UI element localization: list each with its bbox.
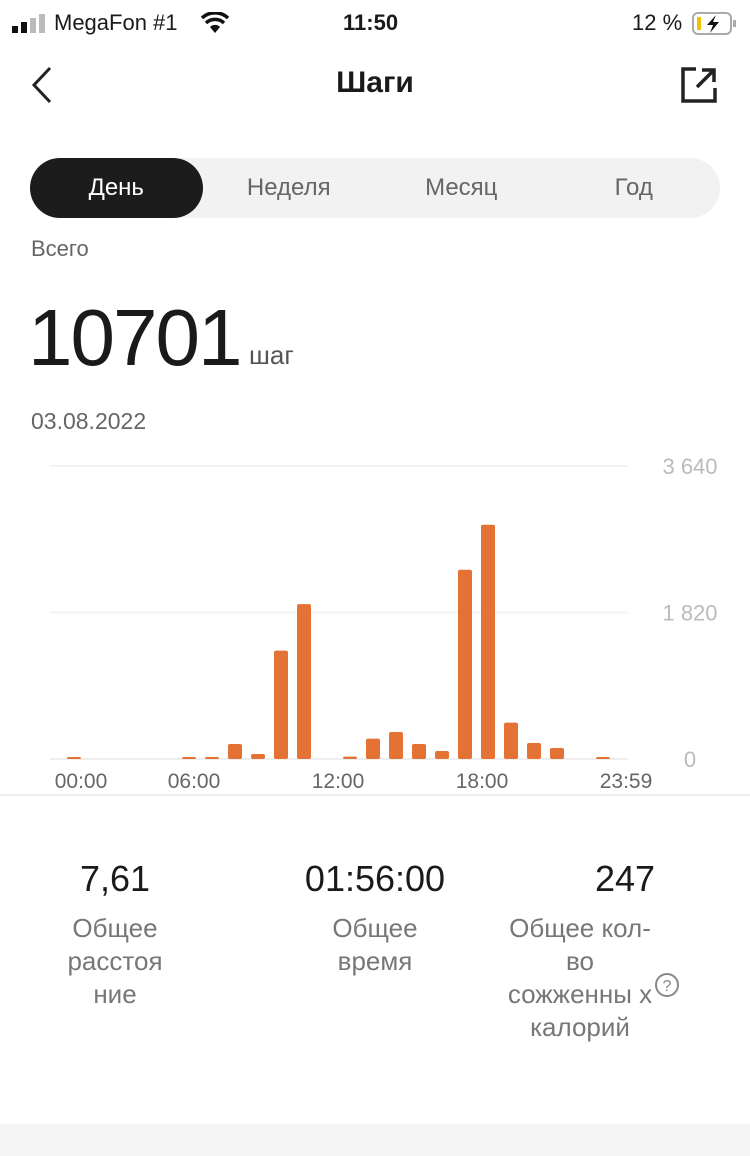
date-label: 03.08.2022 xyxy=(31,408,147,434)
x-tick-label: 12:00 xyxy=(312,770,365,793)
bar-hour-21 xyxy=(550,747,564,759)
bar-hour-5 xyxy=(182,757,196,759)
bar-hour-0 xyxy=(67,757,81,759)
bar-hour-6 xyxy=(205,757,219,759)
bar-hour-20 xyxy=(527,742,541,759)
divider xyxy=(0,794,750,796)
steps-unit: шаг xyxy=(249,340,294,370)
tab-day[interactable]: День xyxy=(30,158,203,218)
bar-hour-8 xyxy=(251,754,265,759)
bar-hour-23 xyxy=(596,757,610,759)
bar-hour-15 xyxy=(412,743,426,759)
steps-chart: 3 640 1 820 0 00:00 06:00 12:00 18:00 23:59 xyxy=(50,454,718,793)
battery-percent: 12 % xyxy=(632,10,683,35)
bar-hour-16 xyxy=(435,750,449,759)
tab-week[interactable]: Неделя xyxy=(246,174,331,201)
bar-hour-18 xyxy=(481,524,495,759)
bar-hour-17 xyxy=(458,569,472,759)
stat-calories: 247 Общее кол-во сожженны х калорий xyxy=(505,858,745,1044)
share-button[interactable] xyxy=(680,66,718,104)
tab-month[interactable]: Месяц xyxy=(425,174,498,201)
battery-charging-icon xyxy=(692,12,736,35)
x-tick-label: 23:59 xyxy=(600,770,653,793)
clock: 11:50 xyxy=(343,10,399,35)
time-value: 01:56:00 xyxy=(304,858,446,899)
bar-hour-10 xyxy=(297,604,311,759)
stat-distance: 7,61 Общее расстоя ние xyxy=(0,858,235,1011)
svg-text:?: ? xyxy=(663,978,672,995)
distance-value: 7,61 xyxy=(79,858,151,899)
calories-value: 247 xyxy=(594,858,656,899)
page-title: Шаги xyxy=(336,66,414,99)
period-tabs: День Неделя Месяц Год xyxy=(30,158,720,218)
bar-hour-12 xyxy=(343,756,357,759)
back-button[interactable] xyxy=(30,66,54,104)
total-steps: 10701 xyxy=(28,293,242,382)
y-tick-label: 3 640 xyxy=(662,454,717,479)
y-tick-label: 0 xyxy=(684,747,696,772)
signal-icon xyxy=(12,14,45,33)
bar-hour-9 xyxy=(274,650,288,759)
bar-hour-13 xyxy=(366,738,380,759)
x-tick-label: 18:00 xyxy=(456,770,509,793)
x-tick-label: 06:00 xyxy=(168,770,221,793)
bar-hour-14 xyxy=(389,731,403,759)
y-tick-label: 1 820 xyxy=(662,601,717,626)
wifi-icon xyxy=(200,12,230,33)
bottom-section xyxy=(0,1124,750,1156)
bar-hour-19 xyxy=(504,722,518,759)
distance-label: Общее расстоя ние xyxy=(67,913,163,1009)
bar-hour-7 xyxy=(228,743,242,759)
time-label: Общее время xyxy=(332,913,418,976)
status-bar: MegaFon #1 11:50 12 % xyxy=(0,6,750,40)
total-label: Всего xyxy=(31,236,89,261)
x-tick-label: 00:00 xyxy=(55,770,108,793)
carrier: MegaFon #1 xyxy=(54,10,178,35)
calories-label: Общее кол-во сожженны х калорий xyxy=(507,913,653,1042)
stat-time: 01:56:00 Общее время xyxy=(255,858,495,978)
tab-year[interactable]: Год xyxy=(614,174,653,201)
help-icon[interactable]: ? xyxy=(654,972,680,998)
